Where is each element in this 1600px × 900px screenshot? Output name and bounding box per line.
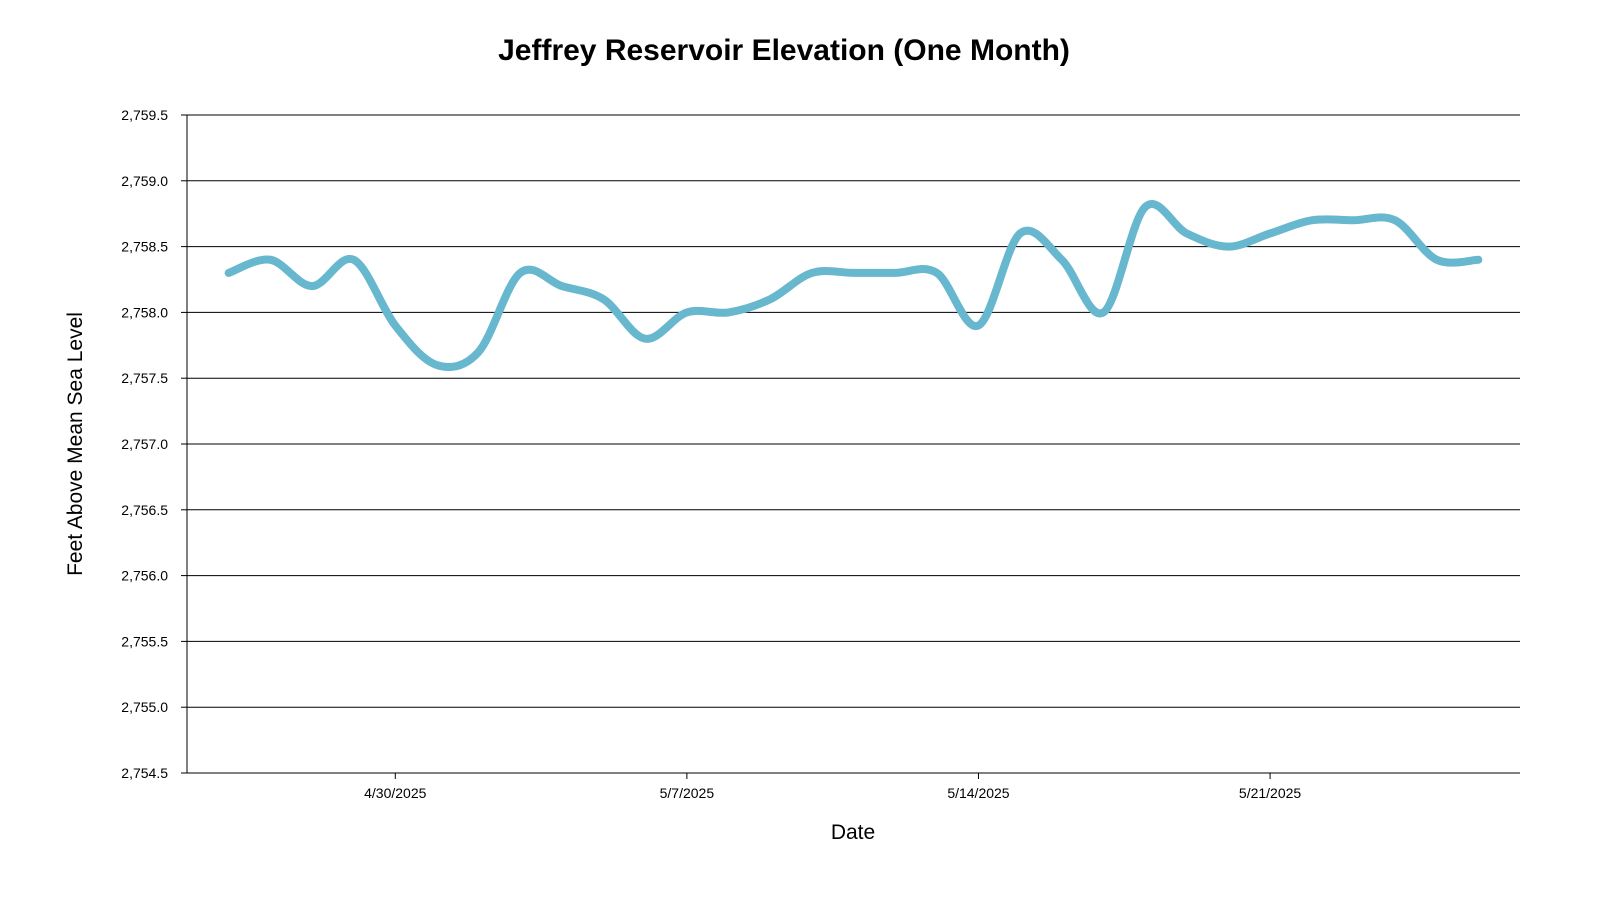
y-tick-label: 2,756.5	[121, 502, 168, 518]
data-line	[224, 200, 1483, 371]
y-tick-label: 2,759.0	[121, 173, 168, 189]
y-tick-label: 2,756.0	[121, 568, 168, 584]
x-tick-label: 5/14/2025	[947, 785, 1009, 801]
x-tick-label: 5/7/2025	[660, 785, 715, 801]
y-tick-label: 2,754.5	[121, 765, 168, 781]
y-axis-label: Feet Above Mean Sea Level	[64, 312, 87, 576]
chart-title: Jeffrey Reservoir Elevation (One Month)	[498, 34, 1070, 67]
y-tick-label: 2,757.5	[121, 370, 168, 386]
y-tick-label: 2,758.5	[121, 239, 168, 255]
y-tick-label: 2,759.5	[121, 107, 168, 123]
x-axis-label: Date	[831, 821, 875, 844]
y-tick-label: 2,758.0	[121, 304, 168, 320]
y-tick-label: 2,757.0	[121, 436, 168, 452]
x-tick-label: 5/21/2025	[1239, 785, 1301, 801]
x-tick-label: 4/30/2025	[364, 785, 426, 801]
y-tick-label: 2,755.5	[121, 633, 168, 649]
y-tick-label: 2,755.0	[121, 699, 168, 715]
